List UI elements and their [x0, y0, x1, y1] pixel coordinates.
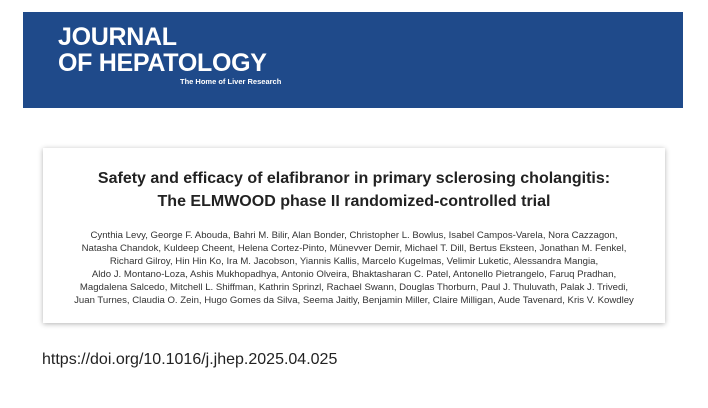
author-line: Magdalena Salcedo, Mitchell L. Shiffman,…	[79, 282, 629, 293]
article-title: The ELMWOOD phase II randomized-controll…	[157, 193, 551, 210]
author-line: Natasha Chandok, Kuldeep Cheent, Helena …	[81, 243, 627, 254]
tagline: The Home of Liver Research	[180, 77, 282, 86]
journal-name: JOURNAL	[58, 23, 177, 51]
journal-banner: JOURNAL OF HEPATOLOGY The Home of Liver …	[23, 12, 683, 108]
author-line: Richard Gilroy, Hin Hin Ko, Ira M. Jacob…	[109, 256, 599, 267]
author-line: Juan Turnes, Claudia O. Zein, Hugo Gomes…	[74, 295, 634, 306]
journal-name: OF HEPATOLOGY	[58, 49, 267, 77]
article-title: Safety and efficacy of elafibranor in pr…	[97, 170, 611, 187]
doi-link[interactable]: https://doi.org/10.1016/j.jhep.2025.04.0…	[42, 351, 338, 368]
author-line: Cynthia Levy, George F. Abouda, Bahri M.…	[90, 230, 618, 241]
article-card: Safety and efficacy of elafibranor in pr…	[43, 148, 665, 323]
author-line: Aldo J. Montano-Loza, Ashis Mukhopadhya,…	[91, 269, 617, 280]
